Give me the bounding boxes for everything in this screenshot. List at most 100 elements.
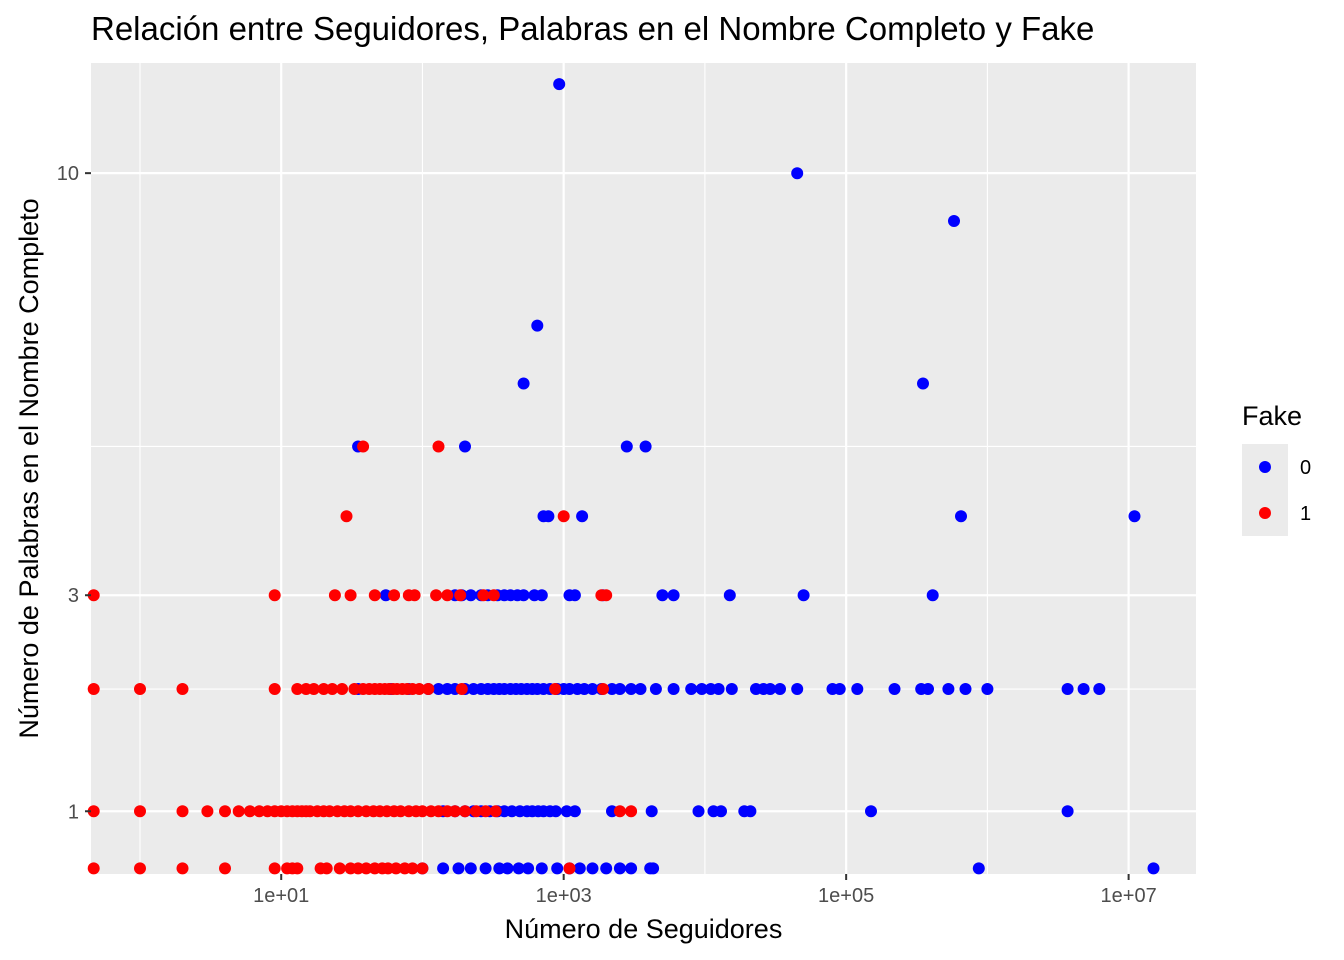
data-point: [549, 683, 562, 695]
data-point: [87, 589, 100, 602]
data-point: [134, 862, 146, 875]
data-point: [336, 683, 349, 695]
data-point: [454, 589, 467, 602]
data-point: [406, 862, 419, 875]
data-point: [553, 78, 566, 91]
data-point: [348, 683, 361, 695]
data-point: [470, 805, 483, 818]
data-point: [449, 805, 461, 818]
data-point: [432, 683, 445, 695]
x-axis-title: Número de Seguidores: [505, 914, 783, 944]
data-point: [634, 683, 647, 695]
data-point: [692, 805, 705, 818]
data-point: [1061, 805, 1074, 818]
axes: 1e+01 1e+03 1e+05 1e+07 1 3 10: [57, 163, 1157, 907]
data-point: [432, 805, 445, 818]
data-point: [201, 805, 214, 818]
data-point: [568, 805, 581, 818]
data-point: [667, 589, 680, 602]
data-points: [87, 78, 1160, 875]
data-point: [333, 862, 346, 875]
data-point: [517, 377, 530, 390]
data-point: [422, 683, 435, 695]
data-point: [1077, 683, 1090, 695]
data-point: [455, 683, 468, 695]
data-point: [134, 805, 146, 818]
data-point: [452, 862, 465, 875]
data-point: [774, 683, 786, 695]
data-point: [416, 862, 429, 875]
x-tick-label: 1e+05: [818, 885, 874, 907]
x-tick-label: 1e+07: [1101, 885, 1157, 907]
data-point: [441, 589, 454, 602]
data-point: [479, 805, 492, 818]
data-point: [479, 862, 492, 875]
data-point: [388, 589, 401, 602]
data-point: [685, 683, 698, 695]
data-point: [390, 862, 402, 875]
data-point: [542, 510, 555, 523]
data-point: [493, 862, 506, 875]
legend-label-0: 0: [1300, 457, 1311, 479]
data-point: [413, 683, 426, 695]
data-point: [723, 589, 736, 602]
data-point: [972, 862, 985, 875]
data-point: [253, 805, 266, 818]
data-point: [291, 862, 304, 875]
data-point: [613, 862, 626, 875]
data-point: [851, 683, 864, 695]
data-point: [291, 683, 304, 695]
legend-label-1: 1: [1300, 503, 1311, 525]
data-point: [865, 805, 877, 818]
data-point: [232, 805, 245, 818]
data-point: [512, 862, 525, 875]
data-point: [942, 683, 955, 695]
series-1: [87, 440, 638, 875]
legend-swatch-0: [1259, 461, 1271, 473]
data-point: [764, 683, 777, 695]
data-point: [833, 683, 846, 695]
data-point: [597, 683, 609, 695]
data-point: [551, 862, 564, 875]
data-point: [586, 862, 599, 875]
data-point: [344, 589, 357, 602]
data-point: [501, 862, 514, 875]
data-point: [430, 589, 443, 602]
data-point: [744, 805, 757, 818]
data-point: [437, 862, 450, 875]
data-point: [791, 683, 804, 695]
data-point: [576, 510, 589, 523]
data-point: [797, 589, 810, 602]
data-point: [360, 862, 373, 875]
data-point: [888, 683, 901, 695]
data-point: [517, 589, 530, 602]
data-point: [87, 805, 100, 818]
legend: Fake 0 1: [1242, 401, 1311, 536]
data-point: [176, 862, 189, 875]
data-point: [219, 805, 231, 818]
data-point: [368, 589, 381, 602]
data-point: [340, 510, 353, 523]
chart-title: Relación entre Seguidores, Palabras en e…: [91, 10, 1094, 47]
data-point: [459, 440, 471, 453]
data-point: [955, 510, 967, 523]
data-point: [600, 589, 613, 602]
y-tick-label: 3: [68, 585, 79, 607]
data-point: [578, 683, 591, 695]
data-point: [379, 589, 392, 602]
data-point: [320, 862, 333, 875]
data-point: [535, 862, 548, 875]
data-point: [625, 805, 638, 818]
data-point: [328, 589, 341, 602]
data-point: [725, 683, 738, 695]
data-point: [715, 805, 727, 818]
data-point: [535, 589, 548, 602]
data-point: [600, 862, 613, 875]
data-point: [1061, 683, 1074, 695]
data-point: [243, 805, 256, 818]
data-point: [948, 215, 960, 227]
data-point: [563, 862, 576, 875]
data-point: [712, 683, 725, 695]
data-point: [639, 440, 652, 453]
